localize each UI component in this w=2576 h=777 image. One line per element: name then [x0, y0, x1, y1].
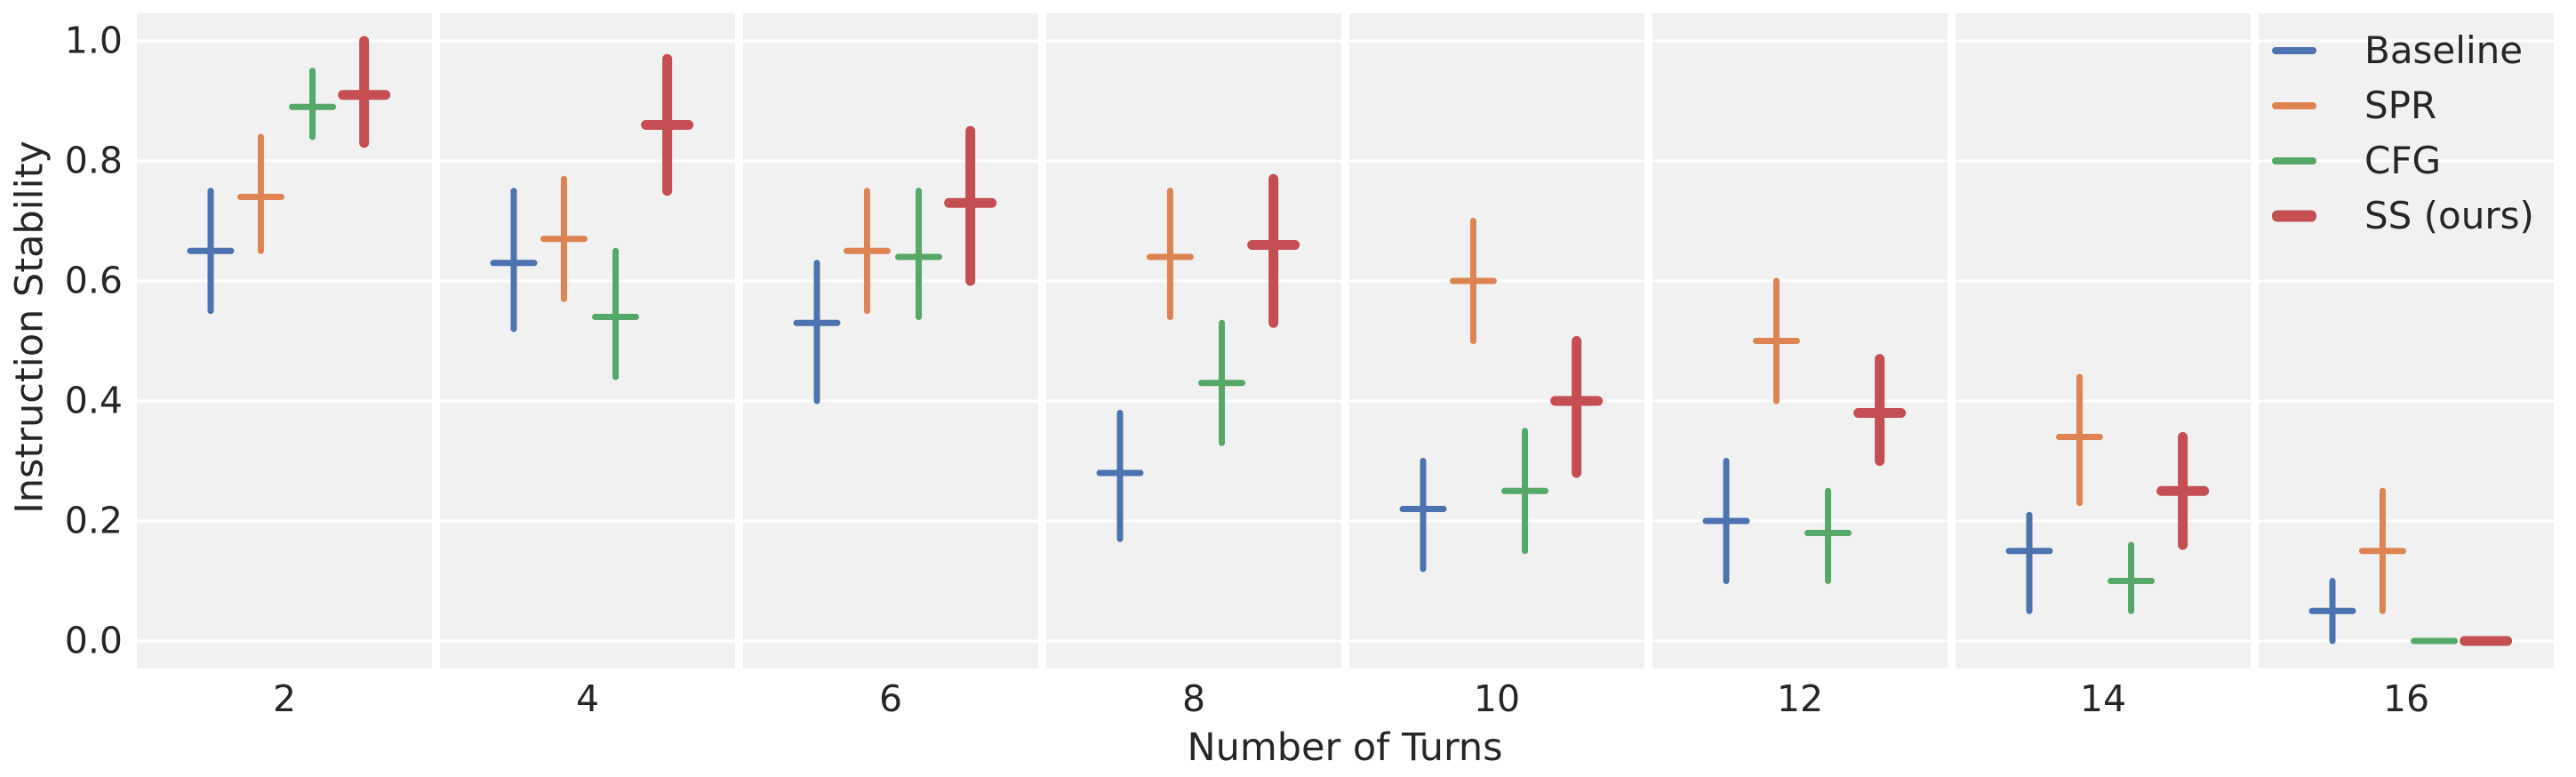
x-tick-label: 16 — [2382, 677, 2430, 720]
x-tick-label: 12 — [1776, 677, 1824, 720]
y-tick-label: 0.2 — [64, 499, 123, 542]
legend-line-sample — [2272, 102, 2316, 109]
x-tick-label: 6 — [878, 677, 903, 720]
facet-panel — [440, 13, 735, 669]
legend-label: SS (ours) — [2364, 194, 2534, 237]
legend-label: CFG — [2364, 139, 2442, 182]
legend-line-sample — [2272, 157, 2316, 164]
y-tick-label: 0.0 — [64, 619, 123, 662]
x-tick-label: 10 — [1473, 677, 1521, 720]
y-tick-label: 0.8 — [64, 139, 123, 182]
facet-panel — [137, 13, 432, 669]
x-axis-label: Number of Turns — [1187, 725, 1503, 770]
legend-label: SPR — [2364, 84, 2437, 127]
x-tick-label: 4 — [575, 677, 600, 720]
facet-panel — [1349, 13, 1644, 669]
y-tick-label: 0.4 — [64, 379, 123, 422]
facet-panel — [2259, 13, 2554, 669]
x-tick-label: 2 — [272, 677, 297, 720]
facet-panel — [743, 13, 1038, 669]
x-tick-label: 8 — [1181, 677, 1206, 720]
legend-line-sample — [2272, 47, 2316, 54]
y-axis-label: Instruction Stability — [7, 140, 52, 514]
legend-line-sample — [2272, 210, 2316, 222]
y-tick-label: 1.0 — [64, 19, 123, 62]
x-tick-label: 14 — [2079, 677, 2127, 720]
legend-label: Baseline — [2364, 28, 2524, 72]
facet-panel — [1652, 13, 1948, 669]
facet-panel — [1956, 13, 2251, 669]
y-tick-label: 0.6 — [64, 259, 123, 302]
facet-panel — [1046, 13, 1341, 669]
